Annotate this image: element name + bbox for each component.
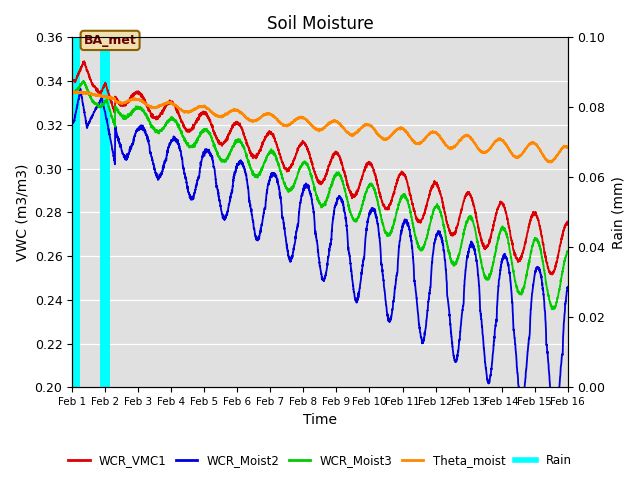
X-axis label: Time: Time	[303, 413, 337, 427]
Y-axis label: Rain (mm): Rain (mm)	[611, 176, 625, 249]
Title: Soil Moisture: Soil Moisture	[267, 15, 373, 33]
Y-axis label: VWC (m3/m3): VWC (m3/m3)	[15, 164, 29, 261]
Legend: WCR_VMC1, WCR_Moist2, WCR_Moist3, Theta_moist, Rain: WCR_VMC1, WCR_Moist2, WCR_Moist3, Theta_…	[63, 449, 577, 472]
Text: BA_met: BA_met	[84, 34, 136, 47]
